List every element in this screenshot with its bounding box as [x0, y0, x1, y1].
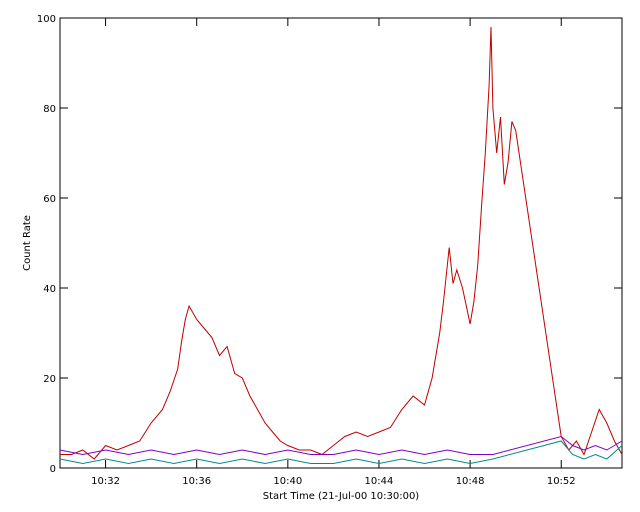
y-tick-label: 80	[43, 104, 56, 115]
x-tick-label: 10:52	[547, 476, 576, 487]
x-axis-title: Start Time (21-Jul-00 10:30:00)	[263, 491, 420, 502]
x-tick-label: 10:36	[182, 476, 211, 487]
series-line-3	[59, 440, 623, 465]
y-axis-title: Count Rate	[22, 215, 33, 271]
y-tick-label: 40	[43, 284, 56, 295]
y-tick-label: 100	[37, 14, 56, 25]
x-tick-label: 10:40	[273, 476, 302, 487]
x-tick-label: 10:48	[456, 476, 485, 487]
series-line-2	[59, 435, 623, 456]
x-axis-ticks: 10:32 10:36 10:40 10:44 10:48 10:52	[91, 18, 576, 487]
x-tick-label: 10:44	[365, 476, 394, 487]
plot-frame	[59, 17, 623, 469]
x-tick-label: 10:32	[91, 476, 120, 487]
series-line-1	[60, 26, 623, 460]
y-tick-label: 20	[43, 374, 56, 385]
series-layer	[59, 26, 623, 465]
y-tick-label: 60	[43, 194, 56, 205]
y-axis-ticks: 0 20 40 60 80 100	[37, 14, 622, 475]
y-tick-label: 0	[50, 464, 56, 475]
